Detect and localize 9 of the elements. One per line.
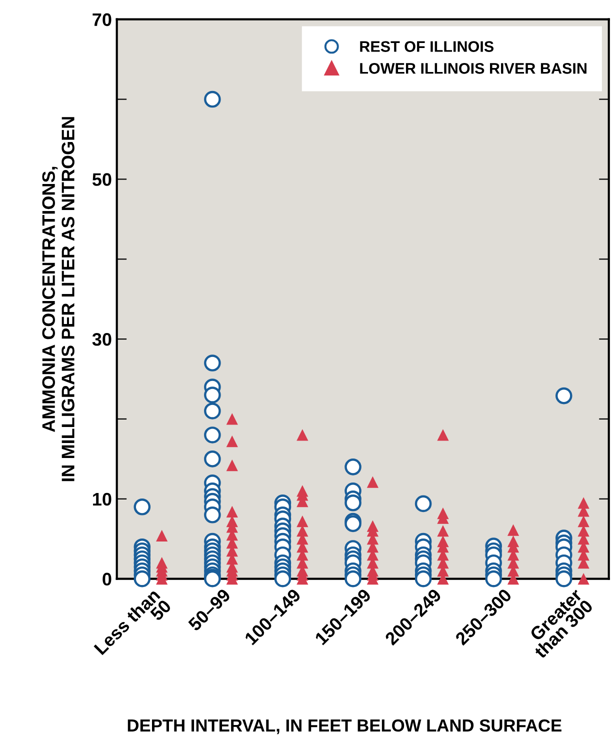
y-tick-label: 30 [92, 332, 112, 346]
y-tick-label: 10 [93, 492, 112, 506]
x-axis-title: DEPTH INTERVAL, IN FEET BELOW LAND SURFACE [128, 719, 562, 734]
legend-label: LOWER ILLINOIS RIVER BASIN [360, 63, 586, 74]
y-axis-title: AMMONIA CONCENTRATIONS, IN MILLIGRAMS PER LITER AS NITROGEN [42, 117, 74, 482]
y-tick-label: 0 [102, 572, 112, 586]
legend-label: REST OF ILLINOIS [360, 41, 494, 52]
y-tick-label: 70 [92, 13, 112, 26]
y-tick-label: 50 [92, 173, 112, 186]
